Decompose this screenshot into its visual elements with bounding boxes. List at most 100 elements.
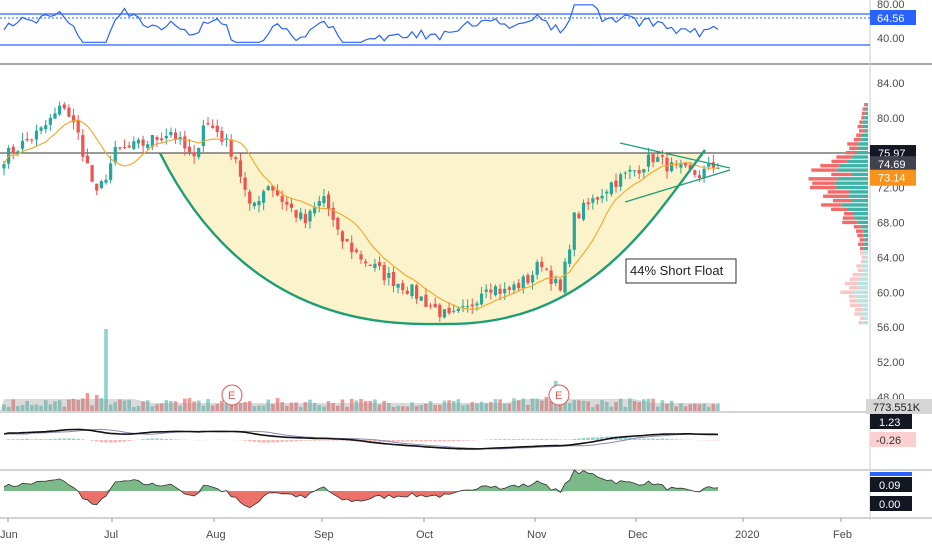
- macd-histogram-bar: [373, 440, 377, 443]
- volume-profile-sell: [831, 159, 847, 164]
- price-tick: 84.00: [877, 78, 905, 90]
- candle-body: [81, 135, 85, 157]
- volume-bar: [261, 405, 266, 411]
- volume-profile-sell: [836, 155, 852, 159]
- macd-histogram-bar: [665, 438, 669, 440]
- volume-bar: [150, 406, 155, 411]
- volume-bar: [108, 404, 113, 411]
- volume-profile-buy: [864, 242, 868, 246]
- volume-profile-buy: [862, 133, 868, 137]
- macd-histogram-bar: [581, 438, 586, 440]
- macd-histogram-bar: [655, 438, 660, 440]
- volume-bar: [618, 398, 623, 411]
- volume-profile-buy: [864, 116, 868, 120]
- volume-profile-sell: [831, 207, 848, 212]
- volume-bar: [628, 398, 632, 411]
- time-tick-label: Jun: [0, 529, 18, 541]
- candle-body: [192, 152, 196, 157]
- oscillator-tag-2: [870, 496, 912, 511]
- volume-profile-buy: [859, 286, 868, 290]
- candle-body: [503, 288, 507, 294]
- volume-bar: [484, 403, 488, 411]
- volume-bar: [655, 406, 660, 411]
- candle-body: [150, 134, 154, 147]
- earnings-marker-1[interactable]: E: [221, 384, 243, 410]
- candle-body: [289, 203, 294, 208]
- volume-bar: [85, 393, 90, 411]
- volume-bar: [317, 405, 322, 411]
- volume-profile-sell: [861, 116, 865, 120]
- volume-profile-sell: [831, 172, 852, 177]
- candle-body: [517, 283, 521, 289]
- time-axis: Jun Jul Aug Sep Oct Nov Dec 2020 Feb: [0, 518, 852, 541]
- volume-bar: [48, 404, 53, 411]
- candle-body: [44, 125, 48, 130]
- macd-histogram-bar: [108, 440, 113, 443]
- macd-histogram-bar: [651, 438, 655, 440]
- macd-histogram-bar: [252, 440, 257, 442]
- volume-profile-sell: [849, 299, 858, 303]
- volume-profile-sell: [861, 111, 866, 116]
- volume-bar: [122, 400, 127, 411]
- macd-histogram-bar: [127, 440, 131, 441]
- volume-profile-sell: [860, 259, 864, 264]
- candle-body: [58, 105, 62, 115]
- candle-body: [637, 170, 641, 174]
- volume-bar: [336, 405, 340, 411]
- candle-body: [122, 147, 127, 149]
- macd-histogram-bar: [317, 440, 322, 441]
- volume-average-area: [0, 399, 718, 411]
- volume-profile-buy: [863, 233, 868, 238]
- volume-profile-sell: [858, 242, 865, 246]
- macd-histogram-bar: [257, 440, 261, 443]
- volume-profile-sell: [810, 185, 837, 190]
- price-tag-label: 73.14: [878, 173, 906, 185]
- macd-histogram-bar: [512, 439, 516, 440]
- volume-bar: [428, 401, 433, 411]
- earnings-marker-2[interactable]: E: [548, 384, 570, 410]
- candle-body: [540, 261, 544, 268]
- candle-body: [109, 163, 113, 181]
- candle-body: [2, 164, 6, 169]
- candle-body: [461, 306, 465, 308]
- volume-profile-sell: [853, 137, 861, 142]
- volume-bar: [669, 400, 674, 411]
- volume-profile-sell: [858, 129, 865, 133]
- volume-profile-sell: [859, 246, 864, 251]
- candle-body: [146, 144, 150, 149]
- volume-bar: [572, 400, 577, 411]
- volume-profile-buy: [865, 255, 868, 259]
- volume-bar: [349, 398, 354, 411]
- candle-body: [382, 265, 386, 281]
- volume-bar: [651, 398, 655, 411]
- candles: [2, 101, 720, 322]
- macd-tag-2: [870, 432, 916, 447]
- volume-bar: [405, 406, 410, 411]
- volume-bar: [159, 403, 164, 411]
- candle-body: [313, 207, 317, 214]
- volume-bar: [702, 403, 706, 411]
- volume-profile-buy: [862, 321, 868, 325]
- volume-profile-buy: [855, 294, 868, 299]
- volume-profile-sell: [853, 225, 861, 229]
- candle-body: [39, 127, 43, 131]
- volume-bar: [178, 405, 182, 411]
- candle-body: [169, 131, 173, 136]
- macd-histogram-bar: [48, 438, 53, 440]
- macd-histogram-bar: [414, 440, 419, 442]
- volume-profile-sell: [859, 238, 865, 242]
- volume-bar: [57, 400, 62, 411]
- candle-body: [104, 179, 108, 183]
- candle-body: [354, 249, 358, 252]
- volume-profile-sell: [859, 120, 863, 124]
- candle-body: [34, 130, 39, 140]
- macd-histogram-bar: [285, 440, 289, 442]
- candle-body: [609, 182, 613, 195]
- macd-histogram-bar: [577, 438, 581, 440]
- volume-bar: [558, 405, 563, 411]
- volume-profile-sell: [857, 124, 863, 129]
- volume-profile-sell: [859, 251, 864, 255]
- candle-body: [526, 275, 530, 283]
- macd-histogram-bar: [90, 440, 94, 441]
